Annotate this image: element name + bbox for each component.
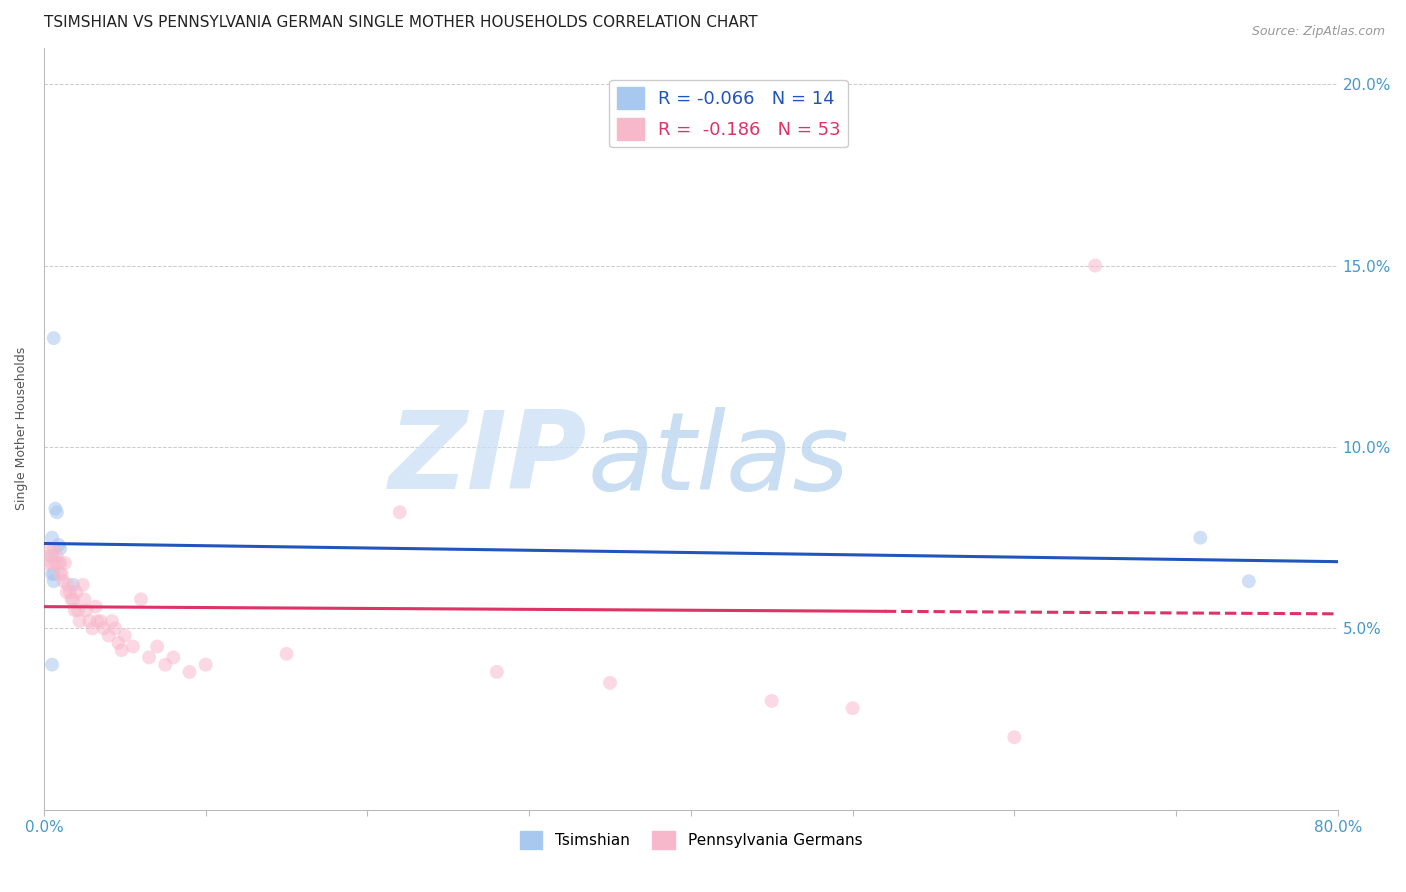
Point — [53, 556, 76, 570]
Point — [44, 556, 66, 570]
Point — [59, 585, 82, 599]
Point — [65, 585, 87, 599]
Point — [101, 614, 124, 628]
Point — [93, 621, 115, 635]
Point — [75, 603, 97, 617]
Point — [45, 505, 67, 519]
Point — [90, 614, 112, 628]
Point — [388, 505, 411, 519]
Point — [1189, 531, 1212, 545]
Text: ZIP: ZIP — [389, 406, 588, 512]
Point — [66, 603, 89, 617]
Point — [104, 621, 127, 635]
Point — [1084, 259, 1107, 273]
Point — [38, 541, 60, 556]
Point — [41, 549, 63, 563]
Point — [73, 592, 96, 607]
Point — [1002, 730, 1025, 744]
Point — [41, 531, 63, 545]
Point — [49, 541, 72, 556]
Point — [138, 650, 160, 665]
Point — [122, 640, 145, 654]
Point — [276, 647, 298, 661]
Text: Source: ZipAtlas.com: Source: ZipAtlas.com — [1251, 25, 1385, 38]
Point — [58, 578, 80, 592]
Point — [41, 657, 63, 672]
Point — [1237, 574, 1260, 589]
Point — [155, 657, 177, 672]
Point — [42, 566, 65, 581]
Point — [485, 665, 508, 679]
Text: TSIMSHIAN VS PENNSYLVANIA GERMAN SINGLE MOTHER HOUSEHOLDS CORRELATION CHART: TSIMSHIAN VS PENNSYLVANIA GERMAN SINGLE … — [44, 15, 758, 30]
Point — [129, 592, 152, 607]
Point — [179, 665, 201, 679]
Point — [841, 701, 863, 715]
Point — [84, 599, 107, 614]
Point — [63, 603, 86, 617]
Point — [97, 629, 120, 643]
Text: atlas: atlas — [588, 407, 849, 512]
Point — [69, 614, 91, 628]
Point — [62, 578, 84, 592]
Point — [41, 566, 63, 581]
Point — [77, 614, 100, 628]
Point — [599, 675, 621, 690]
Point — [107, 636, 129, 650]
Point — [86, 614, 108, 628]
Point — [761, 694, 783, 708]
Point — [39, 549, 62, 563]
Point — [42, 331, 65, 345]
Point — [110, 643, 132, 657]
Point — [146, 640, 169, 654]
Legend: Tsimshian, Pennsylvania Germans: Tsimshian, Pennsylvania Germans — [513, 824, 869, 855]
Point — [49, 566, 72, 581]
Point — [48, 538, 70, 552]
Point — [82, 621, 104, 635]
Point — [44, 501, 66, 516]
Point — [42, 541, 65, 556]
Y-axis label: Single Mother Households: Single Mother Households — [15, 347, 28, 510]
Point — [162, 650, 184, 665]
Point — [37, 556, 59, 570]
Point — [45, 549, 67, 563]
Point — [114, 629, 136, 643]
Point — [55, 585, 77, 599]
Point — [62, 592, 84, 607]
Point — [194, 657, 217, 672]
Point — [72, 578, 94, 592]
Point — [51, 566, 73, 581]
Point — [60, 592, 83, 607]
Point — [48, 556, 70, 570]
Point — [41, 556, 63, 570]
Point — [52, 574, 75, 589]
Point — [42, 574, 65, 589]
Point — [49, 556, 72, 570]
